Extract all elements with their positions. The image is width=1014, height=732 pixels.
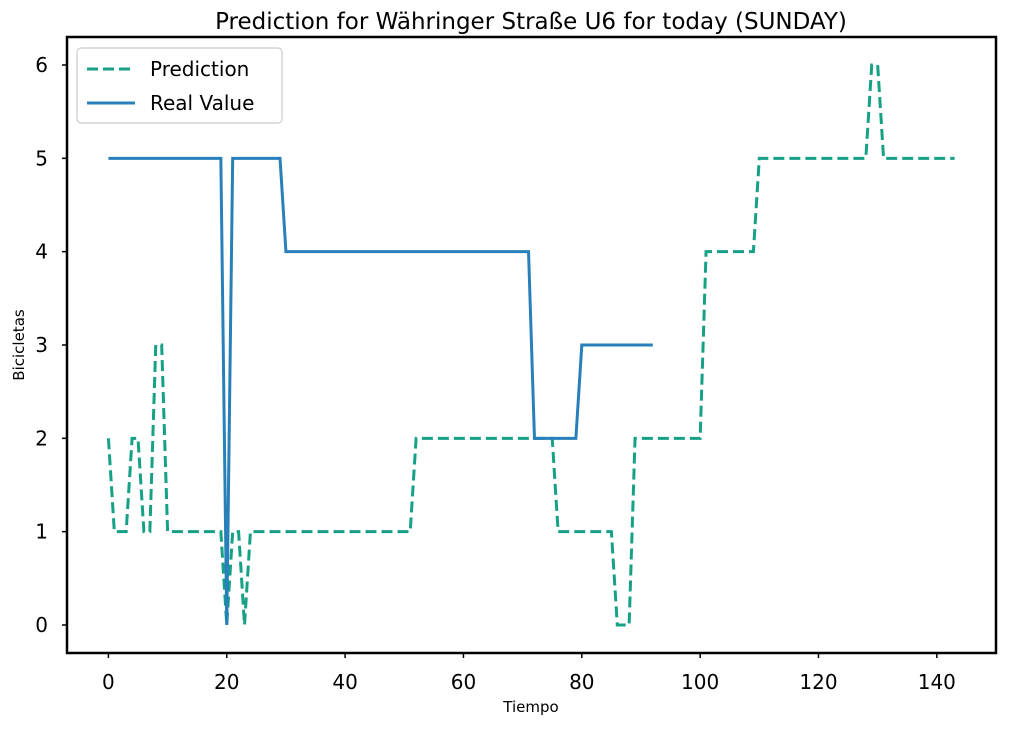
x-tick-label: 80 [569, 670, 594, 694]
y-tick-label: 5 [35, 146, 48, 170]
x-tick-label: 120 [799, 670, 837, 694]
y-tick-label: 1 [35, 520, 48, 544]
x-axis-ticks: 0 20 40 60 80 100 120 140 [102, 653, 956, 694]
series-line-real-value [108, 156, 653, 626]
y-tick-label: 4 [35, 240, 48, 264]
plot-area [106, 63, 955, 627]
legend-prediction-label: Prediction [150, 57, 249, 81]
x-tick-label: 100 [681, 670, 719, 694]
x-tick-label: 40 [332, 670, 357, 694]
x-tick-label: 20 [214, 670, 239, 694]
y-tick-label: 3 [35, 333, 48, 357]
legend-real-value-label: Real Value [150, 91, 254, 115]
x-tick-label: 60 [451, 670, 476, 694]
legend: Prediction Real Value [76, 47, 283, 124]
y-axis-label: Bicicletas [10, 309, 28, 381]
series-line-prediction [106, 63, 955, 627]
x-axis-label: Tiempo [502, 698, 558, 716]
y-tick-label: 6 [35, 53, 48, 77]
x-tick-label: 0 [102, 670, 115, 694]
y-tick-label: 0 [35, 613, 48, 637]
x-tick-label: 140 [918, 670, 956, 694]
y-tick-label: 2 [35, 426, 48, 450]
chart-title: Prediction for Währinger Straße U6 for t… [215, 9, 847, 35]
y-axis-ticks: 0 1 2 3 4 5 6 [35, 53, 67, 637]
